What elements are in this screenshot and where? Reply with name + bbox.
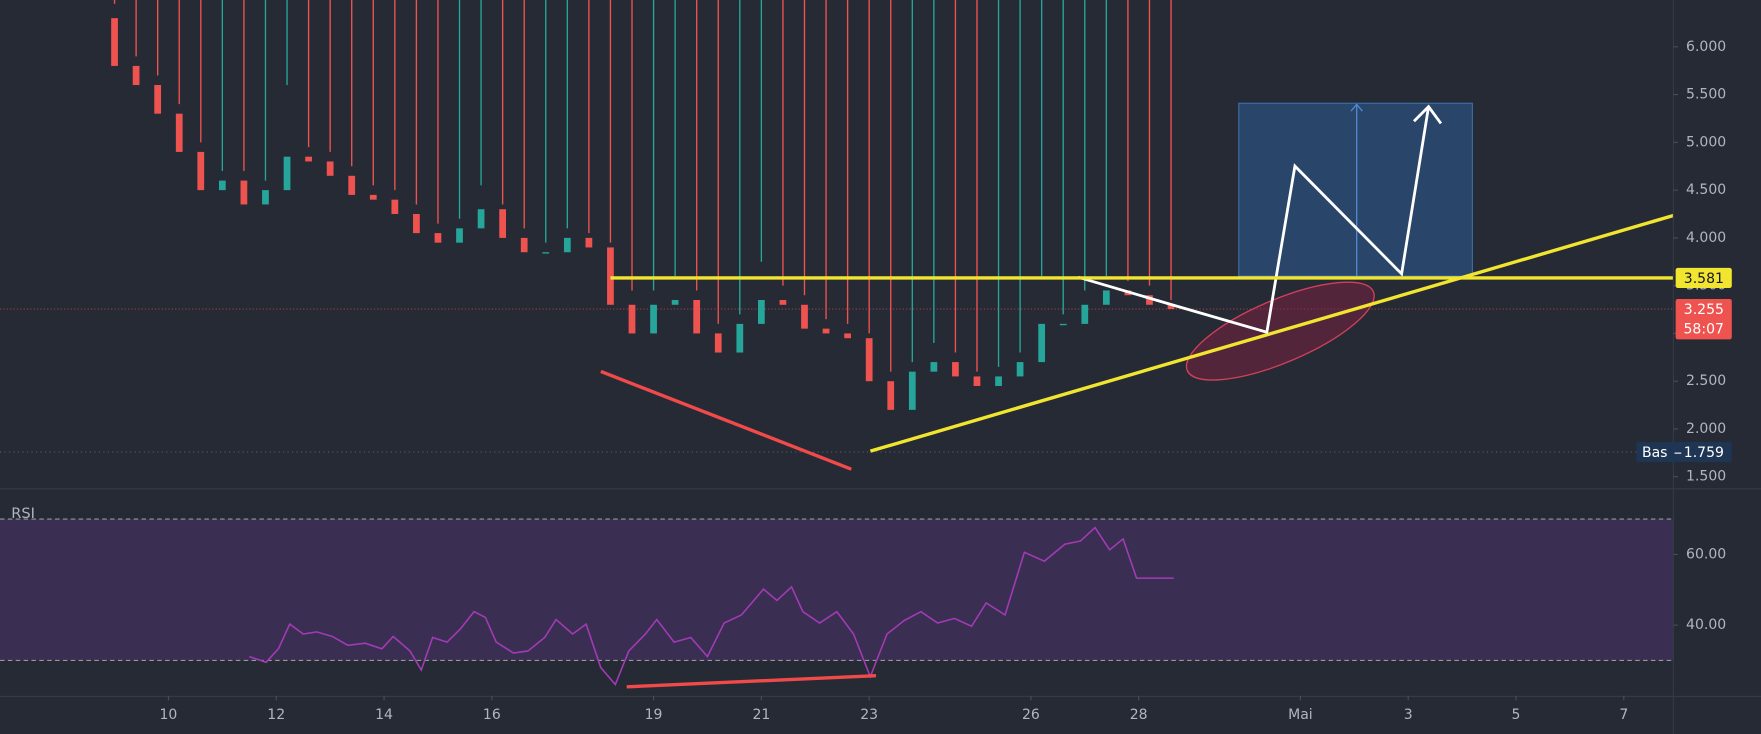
candle-body [262, 190, 269, 205]
x-tick-label: 21 [752, 707, 770, 723]
x-tick-label: 28 [1130, 707, 1148, 723]
candle-body [1059, 323, 1067, 326]
last-price-label-box [1675, 298, 1732, 340]
y-tick-label: 5.500 [1686, 87, 1726, 103]
x-tick-label: 26 [1022, 707, 1040, 723]
candle-body [779, 299, 787, 305]
candle-body [758, 299, 765, 324]
y-tick-label: 2.000 [1686, 421, 1726, 437]
candle-body [477, 209, 485, 229]
candle-body [391, 199, 399, 215]
x-tick-label: 14 [375, 707, 393, 723]
x-tick-label: 19 [645, 707, 663, 723]
plot-layer [111, 0, 1175, 686]
background-layer [0, 308, 1674, 662]
candle-body [887, 381, 895, 410]
low-label-value: 1.759 [1684, 445, 1724, 461]
candle-body [865, 338, 873, 382]
candle-body [413, 214, 420, 234]
candle-body [908, 371, 916, 410]
y-tick-label: 4.500 [1686, 182, 1726, 198]
candle-body [154, 85, 162, 114]
y-tick-label: 5.000 [1686, 134, 1726, 150]
y-tick-label: 6.000 [1686, 39, 1726, 55]
y-tick-label: 40.00 [1686, 617, 1726, 633]
x-tick-label: 7 [1619, 707, 1628, 723]
candle-body [671, 299, 679, 305]
candle-body [111, 18, 118, 66]
rsi-title: RSI [11, 505, 35, 522]
candle-body [585, 237, 593, 248]
candle-body [326, 161, 334, 176]
drawings [600, 102, 1674, 689]
candle-body [995, 376, 1002, 386]
candle-body [1081, 304, 1089, 324]
candle-body [197, 151, 205, 191]
candle-body [952, 362, 959, 377]
candle-body [499, 209, 507, 238]
candle-body [1167, 304, 1175, 310]
candle-body [930, 362, 938, 372]
candle-body [607, 247, 614, 305]
candle-body [305, 156, 312, 162]
rsi-line [249, 526, 1174, 686]
x-tick-label: 10 [160, 707, 178, 723]
x-tick-label: 5 [1512, 707, 1521, 723]
candle-body [973, 376, 981, 386]
target-arrow-head [1350, 103, 1363, 112]
candle-body [283, 156, 291, 191]
trend-line [869, 213, 1674, 453]
price-labels: 3.581 3.255 58:07 Bas 1.759 [1636, 267, 1732, 463]
candle-body [132, 65, 140, 86]
candle-body [844, 333, 851, 339]
candle-body [822, 328, 830, 334]
candle-body [1146, 295, 1153, 305]
candle-body [1016, 362, 1024, 377]
candle-body [1038, 323, 1046, 363]
x-tick-label: Mai [1288, 707, 1313, 723]
y-tick-label: 1.500 [1686, 469, 1726, 485]
candle-body [348, 175, 356, 195]
candle-body [563, 237, 571, 253]
x-tick-label: 23 [860, 707, 878, 723]
candle-body [542, 252, 550, 254]
last-price-label: 3.255 [1684, 302, 1724, 318]
candle-body [1102, 290, 1110, 305]
low-label-name: Bas [1642, 445, 1668, 461]
y-tick-label: 4.000 [1686, 230, 1726, 246]
x-tick-label: 3 [1404, 707, 1413, 723]
x-tick-label: 12 [267, 707, 285, 723]
rsi-divergence-line [626, 673, 877, 689]
candle-body [801, 304, 808, 329]
target-box [1238, 102, 1473, 277]
low-label-box [1636, 441, 1732, 463]
price-divergence-line [600, 369, 852, 471]
candle-body [693, 299, 701, 334]
y-tick-label: 60.00 [1686, 546, 1726, 562]
candle-body [650, 304, 657, 334]
candle-body [520, 237, 528, 253]
candle-body [175, 113, 183, 152]
countdown-label: 58:07 [1684, 321, 1724, 337]
candle-body [714, 333, 722, 353]
candle-body [369, 194, 377, 200]
candle-body [736, 323, 744, 353]
candle-body [218, 180, 226, 191]
projection-path [1077, 106, 1430, 334]
rsi-band [0, 519, 1674, 661]
projection-arrow-head [1412, 104, 1443, 125]
y-tick-label: 2.500 [1686, 373, 1726, 389]
candle-body [434, 233, 442, 243]
candle-body [628, 304, 636, 334]
x-tick-label: 16 [483, 707, 501, 723]
resistance-label: 3.581 [1684, 271, 1724, 287]
resistance-label-box [1675, 267, 1732, 289]
candle-body [240, 180, 248, 205]
candle-body [456, 228, 463, 243]
